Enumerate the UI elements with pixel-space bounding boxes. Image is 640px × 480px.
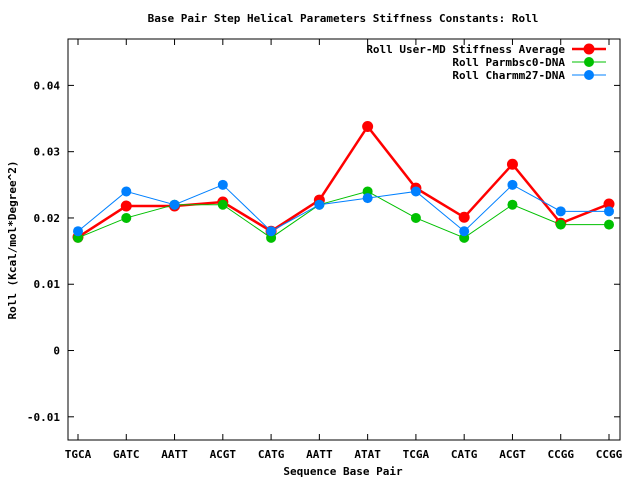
x-tick-label: ACGT — [499, 448, 526, 461]
y-tick-label: 0.03 — [34, 146, 61, 159]
y-axis-label: Roll (Kcal/mol*Degree^2) — [6, 161, 19, 320]
data-point — [506, 158, 518, 170]
x-tick-label: TGCA — [65, 448, 92, 461]
legend-label: Roll Charmm27-DNA — [452, 69, 565, 82]
x-tick-label: CATG — [258, 448, 285, 461]
legend-label: Roll Parmbsc0-DNA — [452, 56, 565, 69]
data-point — [121, 186, 132, 197]
data-point — [266, 226, 277, 237]
x-tick-label: ATAT — [354, 448, 381, 461]
series-line — [77, 184, 609, 232]
plot-frame — [67, 38, 621, 441]
data-point — [555, 206, 566, 217]
data-point — [458, 211, 470, 223]
series-1 — [73, 186, 614, 243]
series-line — [77, 124, 610, 239]
data-point — [507, 199, 518, 210]
legend-label: Roll User-MD Stiffness Average — [366, 43, 565, 56]
x-tick-label: AATT — [161, 448, 188, 461]
data-point — [217, 199, 228, 210]
data-point — [314, 199, 325, 210]
x-tick-label: CCGG — [596, 448, 623, 461]
legend-marker — [583, 43, 595, 55]
data-point — [217, 179, 228, 190]
data-point — [410, 212, 421, 223]
series-line — [77, 190, 609, 239]
series-2 — [73, 179, 614, 237]
data-point — [604, 206, 614, 217]
x-tick-label: GATC — [113, 448, 140, 461]
y-tick-label: 0 — [53, 345, 60, 358]
data-point — [604, 219, 614, 230]
legend-marker — [584, 57, 594, 67]
x-axis-label: Sequence Base Pair — [283, 465, 403, 478]
x-tick-label: AATT — [306, 448, 333, 461]
data-point — [410, 186, 421, 197]
chart-title: Base Pair Step Helical Parameters Stiffn… — [148, 12, 539, 25]
y-tick-label: -0.01 — [27, 411, 60, 424]
x-tick-label: CCGG — [547, 448, 574, 461]
y-tick-label: 0.02 — [34, 212, 61, 225]
series-0 — [72, 120, 615, 243]
y-tick-label: 0.04 — [34, 79, 61, 92]
data-point — [362, 193, 373, 204]
y-tick-label: 0.01 — [34, 278, 61, 291]
data-point — [459, 226, 470, 237]
data-point — [507, 179, 518, 190]
legend-marker — [584, 70, 594, 80]
x-tick-label: ACGT — [210, 448, 237, 461]
data-point — [555, 219, 566, 230]
data-point — [120, 200, 132, 212]
data-point — [362, 120, 374, 132]
x-tick-label: TCGA — [403, 448, 430, 461]
data-point — [603, 198, 615, 210]
x-tick-label: CATG — [451, 448, 478, 461]
data-point — [169, 199, 180, 210]
data-point — [73, 226, 83, 237]
data-point — [121, 212, 132, 223]
